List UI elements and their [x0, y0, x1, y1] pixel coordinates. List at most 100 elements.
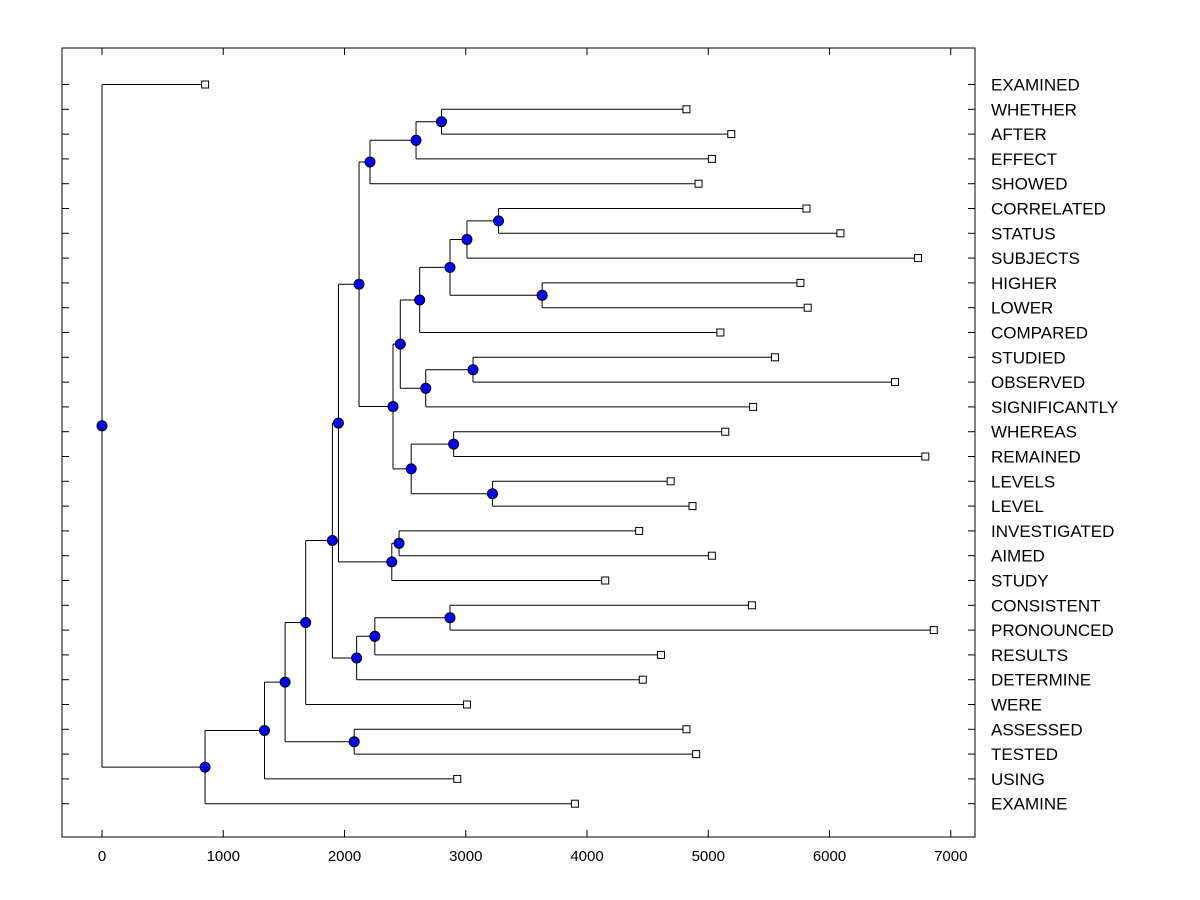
leaf-marker-examined: [201, 80, 210, 89]
leaf-marker-were: [462, 700, 471, 709]
axis-ticks: [62, 48, 975, 837]
merge-node-n9: [467, 364, 479, 376]
leaf-marker-whether: [682, 105, 691, 114]
leaf-marker-status: [836, 229, 845, 238]
leaf-marker-significantly: [749, 402, 758, 411]
merge-node-n3: [364, 156, 376, 168]
merge-node-n13: [486, 488, 498, 500]
merge-node-n18: [386, 556, 398, 568]
merge-node-n4: [492, 215, 504, 227]
merge-node-n15: [387, 401, 399, 413]
merge-node-n22: [351, 652, 363, 664]
merge-node-n25: [348, 736, 360, 748]
leaf-label-whereas: WHEREAS: [991, 423, 1077, 442]
leaf-marker-investigated: [635, 526, 644, 535]
x-tick-label: 3000: [449, 848, 482, 865]
x-tick-label: 2000: [328, 848, 361, 865]
merge-node-n8: [414, 294, 426, 306]
leaf-marker-examine: [570, 799, 579, 808]
merge-node-n23: [326, 535, 338, 547]
leaf-label-level: LEVEL: [991, 497, 1044, 516]
leaf-marker-after: [727, 130, 736, 139]
leaf-label-using: USING: [991, 770, 1045, 789]
merge-node-n26: [279, 676, 291, 688]
merge-node-n20: [444, 612, 456, 624]
merge-node-n10: [420, 382, 432, 394]
merge-node-n16: [353, 278, 365, 290]
leaf-marker-compared: [716, 328, 725, 337]
merge-node-n1: [436, 116, 448, 128]
leaf-label-examined: EXAMINED: [991, 76, 1080, 95]
x-tick-label: 5000: [692, 848, 725, 865]
merge-node-n21: [369, 630, 381, 642]
merge-node-n14: [405, 463, 417, 475]
merge-node-n12: [448, 438, 460, 450]
leaf-label-consistent: CONSISTENT: [991, 596, 1101, 615]
leaf-label-status: STATUS: [991, 224, 1056, 243]
leaf-label-determine: DETERMINE: [991, 671, 1091, 690]
leaf-label-were: WERE: [991, 696, 1042, 715]
merge-node-n11: [394, 338, 406, 350]
leaf-label-aimed: AIMED: [991, 547, 1045, 566]
merge-node-n5: [461, 234, 473, 245]
leaf-marker-study: [601, 576, 610, 585]
leaf-label-significantly: SIGNIFICANTLY: [991, 398, 1118, 417]
merge-nodes: [96, 116, 548, 773]
leaf-marker-showed: [694, 179, 703, 188]
leaf-marker-studied: [770, 353, 779, 362]
leaf-marker-assessed: [682, 725, 691, 734]
leaf-marker-level: [688, 502, 697, 511]
merge-node-n24: [300, 617, 312, 629]
leaf-label-showed: SHOWED: [991, 175, 1068, 194]
merge-node-n27: [258, 725, 270, 737]
x-tick-label: 7000: [934, 848, 967, 865]
leaf-marker-determine: [638, 675, 647, 684]
leaf-label-pronounced: PRONOUNCED: [991, 621, 1114, 640]
merge-node-n17: [393, 537, 405, 549]
leaf-label-tested: TESTED: [991, 745, 1058, 764]
leaf-label-after: AFTER: [991, 125, 1047, 144]
leaf-label-lower: LOWER: [991, 299, 1053, 318]
merge-node-n6: [536, 289, 548, 301]
leaf-marker-remained: [921, 452, 930, 461]
leaf-label-study: STUDY: [991, 572, 1049, 591]
x-tick-label: 6000: [813, 848, 846, 865]
leaf-markers: [201, 80, 938, 808]
leaf-label-results: RESULTS: [991, 646, 1068, 665]
leaf-marker-whereas: [721, 427, 730, 436]
x-tick-label: 1000: [207, 848, 240, 865]
leaf-label-investigated: INVESTIGATED: [991, 522, 1114, 541]
leaf-label-compared: COMPARED: [991, 324, 1088, 343]
leaf-marker-correlated: [802, 204, 811, 213]
leaf-label-observed: OBSERVED: [991, 373, 1085, 392]
leaf-label-remained: REMAINED: [991, 448, 1081, 467]
leaf-labels: EXAMINED WHETHER AFTER EFFECT SHOWED CORRELAT…: [991, 76, 1118, 814]
leaf-marker-using: [453, 774, 462, 783]
merge-node-n28: [199, 761, 211, 773]
leaf-marker-subjects: [914, 254, 923, 263]
leaf-marker-lower: [803, 303, 812, 312]
plot-frame: [61, 47, 976, 838]
leaf-marker-higher: [796, 278, 805, 287]
merge-node-n2: [410, 134, 422, 146]
leaf-marker-effect: [707, 154, 716, 163]
leaf-label-effect: EFFECT: [991, 150, 1057, 169]
merge-node-n7: [444, 261, 456, 273]
leaf-marker-tested: [692, 750, 701, 759]
leaf-label-higher: HIGHER: [991, 274, 1057, 293]
leaf-marker-pronounced: [929, 626, 938, 635]
x-tick-label: 0: [98, 848, 106, 865]
x-axis-tick-labels: 0 1000 2000 3000 4000 5000 6000 7000: [98, 848, 968, 865]
dendrogram-links: [101, 84, 934, 805]
leaf-label-correlated: CORRELATED: [991, 200, 1106, 219]
leaf-label-examine: EXAMINE: [991, 795, 1068, 814]
leaf-marker-results: [656, 650, 665, 659]
leaf-label-subjects: SUBJECTS: [991, 249, 1080, 268]
merge-node-n19: [332, 417, 344, 429]
leaf-label-assessed: ASSESSED: [991, 720, 1083, 739]
merge-node-n29: [96, 420, 108, 432]
leaf-marker-aimed: [707, 551, 716, 560]
leaf-label-whether: WHETHER: [991, 100, 1077, 119]
leaf-marker-levels: [666, 477, 675, 486]
